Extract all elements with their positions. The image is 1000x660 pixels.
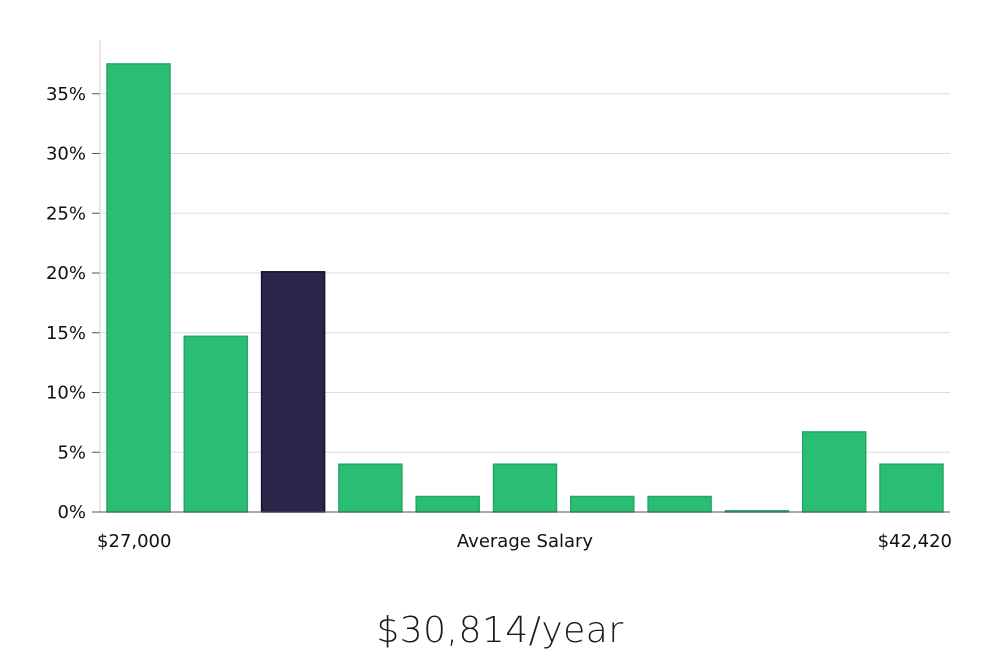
bar	[183, 335, 249, 513]
x-min-label: $27,000	[97, 531, 171, 552]
bar	[647, 495, 712, 513]
bar-highlighted	[260, 271, 326, 513]
x-max-label: $42,420	[878, 531, 952, 552]
y-tick-label: 5%	[57, 442, 86, 463]
y-tick-label: 20%	[46, 263, 86, 284]
bar	[338, 463, 403, 513]
y-axis-ticks: 0% 5% 10% 15% 20% 25% 30% 35%	[46, 84, 100, 523]
y-tick-label: 25%	[46, 203, 86, 224]
bars	[106, 63, 944, 513]
average-salary-summary: $30,814/year	[376, 610, 624, 651]
bar	[879, 463, 944, 513]
bar	[570, 495, 635, 513]
bar	[492, 463, 558, 513]
y-tick-label: 30%	[46, 144, 86, 165]
y-tick-label: 15%	[46, 323, 86, 344]
y-tick-label: 35%	[46, 84, 86, 105]
bar	[415, 495, 480, 513]
bar	[801, 431, 867, 513]
y-tick-label: 10%	[46, 383, 86, 404]
bar	[106, 63, 171, 513]
x-axis-label: Average Salary	[457, 531, 594, 552]
y-tick-label: 0%	[57, 502, 86, 523]
salary-histogram: 0% 5% 10% 15% 20% 25% 30% 35% $27,000 Average S…	[46, 40, 952, 552]
